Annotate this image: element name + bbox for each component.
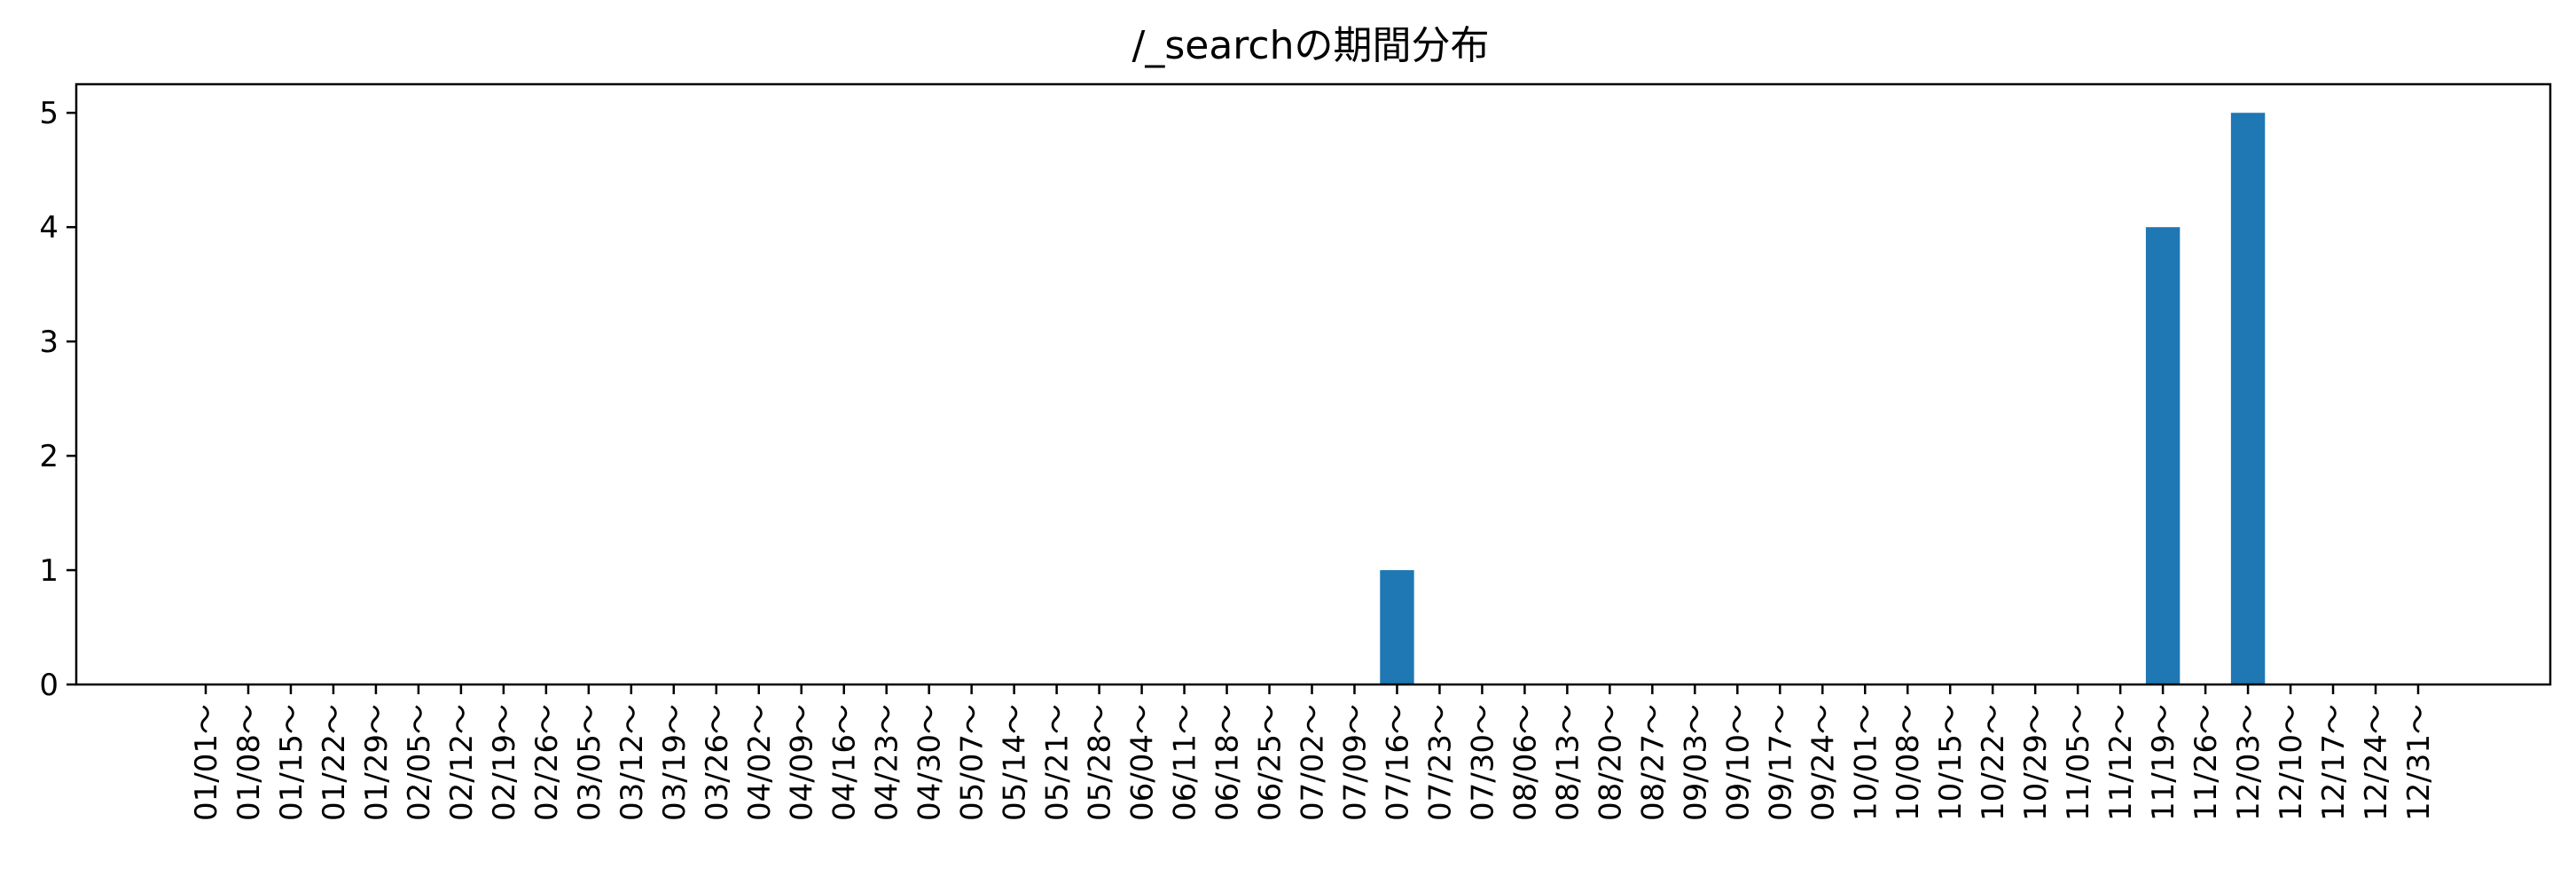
x-tick-label: 07/16～	[1380, 704, 1415, 821]
x-tick-label: 12/24～	[2359, 704, 2394, 821]
y-tick-label: 1	[39, 553, 59, 589]
chart-title: /_searchの期間分布	[1132, 23, 1490, 68]
x-tick-label: 06/25～	[1253, 704, 1288, 821]
x-tick-label: 01/22～	[317, 704, 352, 821]
x-tick-label: 07/09～	[1337, 704, 1373, 821]
x-tick-label: 12/10～	[2274, 704, 2309, 821]
x-tick-label: 12/31～	[2401, 704, 2437, 821]
x-tick-label: 03/05～	[572, 704, 607, 821]
x-tick-label: 08/06～	[1507, 704, 1543, 821]
x-tick-label: 07/30～	[1465, 704, 1500, 821]
x-tick-label: 11/19～	[2146, 704, 2181, 821]
x-tick-label: 02/12～	[444, 704, 480, 821]
x-tick-label: 01/29～	[359, 704, 395, 821]
x-tick-label: 09/24～	[1805, 704, 1841, 821]
x-tick-label: 10/22～	[1976, 704, 2011, 821]
x-tick-label: 10/29～	[2018, 704, 2054, 821]
x-tick-label: 01/15～	[274, 704, 309, 821]
x-tick-label: 04/02～	[742, 704, 778, 821]
x-tick-label: 02/19～	[487, 704, 522, 821]
bar	[1380, 570, 1414, 684]
x-tick-label: 01/01～	[189, 704, 224, 821]
x-tick-label: 10/15～	[1933, 704, 1969, 821]
x-tick-label: 10/08～	[1891, 704, 1926, 821]
y-tick-label: 5	[39, 96, 59, 131]
x-tick-label: 02/26～	[529, 704, 565, 821]
x-tick-label: 04/23～	[870, 704, 905, 821]
x-tick-label: 01/08～	[231, 704, 267, 821]
x-tick-label: 08/20～	[1593, 704, 1628, 821]
x-tick-label: 04/16～	[827, 704, 863, 821]
bar	[2145, 227, 2181, 684]
x-tick-label: 06/18～	[1210, 704, 1246, 821]
x-axis: 01/01～ 01/08～ 01/15～ 01/22～ 01/29～ 02/05～ 02/1…	[189, 684, 2437, 821]
bars-group	[1380, 113, 2266, 684]
x-tick-label: 11/05～	[2061, 704, 2096, 821]
x-tick-label: 05/07～	[955, 704, 990, 821]
x-tick-label: 12/17～	[2316, 704, 2352, 821]
x-tick-label: 04/09～	[785, 704, 820, 821]
x-tick-label: 06/11～	[1168, 704, 1203, 821]
x-tick-label: 04/30～	[912, 704, 948, 821]
x-tick-label: 08/13～	[1550, 704, 1586, 821]
x-tick-label: 03/26～	[700, 704, 735, 821]
x-tick-label: 11/26～	[2188, 704, 2224, 821]
x-tick-label: 07/02～	[1296, 704, 1331, 821]
x-tick-label: 07/23～	[1422, 704, 1458, 821]
y-tick-label: 2	[39, 439, 59, 474]
x-tick-label: 11/12～	[2103, 704, 2139, 821]
x-tick-label: 05/28～	[1083, 704, 1118, 821]
bar	[2230, 113, 2266, 684]
plot-frame	[74, 82, 2552, 686]
x-tick-label: 12/03～	[2231, 704, 2267, 821]
x-tick-label: 05/21～	[1040, 704, 1076, 821]
x-tick-label: 09/10～	[1720, 704, 1756, 821]
y-tick-label: 3	[39, 325, 59, 360]
x-tick-label: 03/19～	[657, 704, 693, 821]
x-tick-label: 09/03～	[1678, 704, 1713, 821]
x-tick-label: 02/05～	[402, 704, 437, 821]
y-axis: 0 1 2 3 4 5	[39, 96, 76, 703]
x-tick-label: 03/12～	[615, 704, 650, 821]
x-tick-label: 09/17～	[1763, 704, 1798, 821]
y-tick-label: 4	[39, 210, 59, 246]
x-tick-label: 10/01～	[1848, 704, 1883, 821]
x-tick-label: 08/27～	[1635, 704, 1671, 821]
x-tick-label: 05/14～	[998, 704, 1033, 821]
y-tick-label: 0	[39, 668, 59, 703]
x-tick-label: 06/04～	[1125, 704, 1161, 821]
